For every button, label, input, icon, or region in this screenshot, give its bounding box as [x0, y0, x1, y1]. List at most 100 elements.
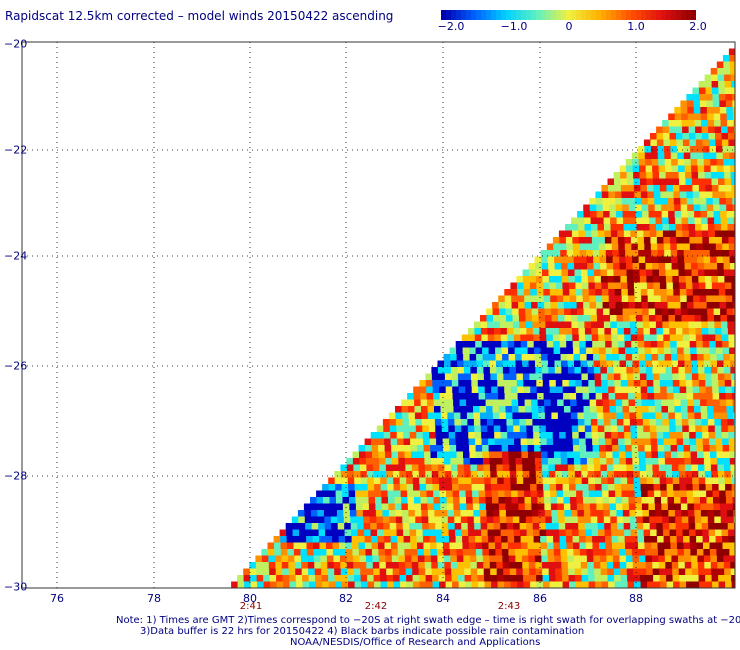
swath-pixel: [673, 386, 681, 394]
swath-pixel: [489, 451, 496, 459]
swath-pixel: [677, 555, 685, 563]
swath-pixel: [645, 464, 653, 472]
swath-pixel: [684, 562, 692, 569]
swath-pixel: [352, 458, 360, 465]
swath-pixel: [538, 510, 546, 517]
swath-pixel: [603, 217, 611, 225]
swath-pixel: [572, 536, 580, 543]
swath-pixel: [536, 282, 544, 290]
swath-pixel: [700, 412, 708, 420]
swath-pixel: [514, 542, 522, 550]
swath-pixel: [701, 217, 708, 225]
swath-pixel: [267, 542, 275, 550]
swath-pixel: [300, 549, 308, 556]
swath-pixel: [434, 406, 441, 413]
swath-pixel: [605, 536, 612, 543]
swath-pixel: [664, 347, 671, 355]
swath-pixel: [578, 334, 586, 342]
swath-pixel: [379, 464, 387, 472]
swath-pixel: [612, 555, 620, 563]
swath-pixel: [653, 386, 661, 394]
swath-pixel: [693, 503, 701, 511]
swath-pixel: [606, 458, 614, 465]
swath-pixel: [414, 412, 422, 420]
swath-pixel: [672, 185, 680, 192]
swath-pixel: [696, 243, 704, 251]
swath-pixel: [485, 503, 493, 511]
swath-pixel: [294, 562, 302, 569]
swath-pixel: [522, 562, 530, 569]
swath-pixel: [661, 211, 669, 218]
swath-pixel: [717, 471, 725, 478]
swath-pixel: [331, 529, 339, 537]
lat-label-22s: −22: [4, 143, 28, 157]
swath-pixel: [548, 568, 556, 576]
swath-pixel: [662, 516, 670, 524]
swath-pixel: [688, 315, 695, 322]
swath-pixel: [417, 555, 425, 563]
swath-pixel: [502, 458, 510, 465]
swath-pixel: [604, 334, 612, 342]
swath-pixel: [317, 516, 325, 524]
swath-pixel: [603, 211, 610, 218]
swath-pixel: [654, 302, 662, 309]
swath-pixel: [564, 321, 572, 329]
swath-pixel: [693, 490, 700, 498]
swath-pixel: [502, 354, 509, 361]
swath-pixel: [591, 529, 599, 537]
swath-pixel: [716, 159, 724, 166]
swath-pixel: [543, 581, 550, 588]
swath-pixel: [450, 451, 457, 459]
swath-pixel: [317, 510, 325, 517]
swath-pixel: [505, 406, 513, 413]
swath-pixel: [731, 282, 736, 290]
swath-pixel: [718, 289, 726, 296]
swath-pixel: [333, 555, 341, 563]
swath-pixel: [368, 497, 376, 504]
swath-pixel: [628, 295, 636, 303]
swath-pixel: [433, 490, 440, 498]
swath-pixel: [397, 549, 405, 556]
swath-pixel: [450, 464, 458, 472]
swath-pixel: [391, 458, 399, 465]
swath-pixel: [541, 256, 548, 264]
swath-pixel: [651, 555, 659, 563]
swath-pixel: [421, 412, 429, 420]
swath-pixel: [293, 542, 301, 550]
swath-pixel: [526, 432, 534, 439]
swath-pixel: [430, 555, 438, 563]
swath-pixel: [565, 328, 573, 335]
swath-pixel: [669, 139, 677, 147]
swath-pixel: [546, 438, 554, 446]
swath-pixel: [474, 529, 482, 537]
swath-pixel: [620, 568, 628, 576]
swath-pixel: [528, 360, 536, 368]
swath-pixel: [629, 321, 637, 329]
swath-pixel: [459, 490, 466, 498]
swath-pixel: [540, 347, 548, 355]
swath-pixel: [490, 575, 498, 582]
swath-pixel: [391, 445, 398, 452]
swath-pixel: [658, 464, 666, 472]
swath-pixel: [640, 289, 648, 296]
swath-pixel: [671, 256, 678, 264]
swath-pixel: [421, 510, 429, 517]
swath-pixel: [378, 549, 386, 556]
swath-pixel: [502, 451, 509, 459]
swath-pixel: [601, 386, 609, 394]
swath-pixel: [679, 282, 687, 290]
swath-pixel: [477, 373, 485, 381]
swath-pixel: [721, 328, 729, 335]
swath-pixel: [627, 191, 635, 199]
swath-pixel: [400, 484, 407, 491]
swath-pixel: [632, 451, 639, 459]
swath-pixel: [465, 581, 472, 588]
swath-pixel: [623, 230, 631, 238]
swath-pixel: [415, 516, 423, 524]
swath-pixel: [668, 412, 676, 420]
swath-pixel: [454, 419, 462, 426]
swath-pixel: [600, 276, 608, 283]
swath-pixel: [599, 256, 607, 264]
swath-pixel: [553, 341, 561, 348]
swath-pixel: [712, 581, 719, 588]
